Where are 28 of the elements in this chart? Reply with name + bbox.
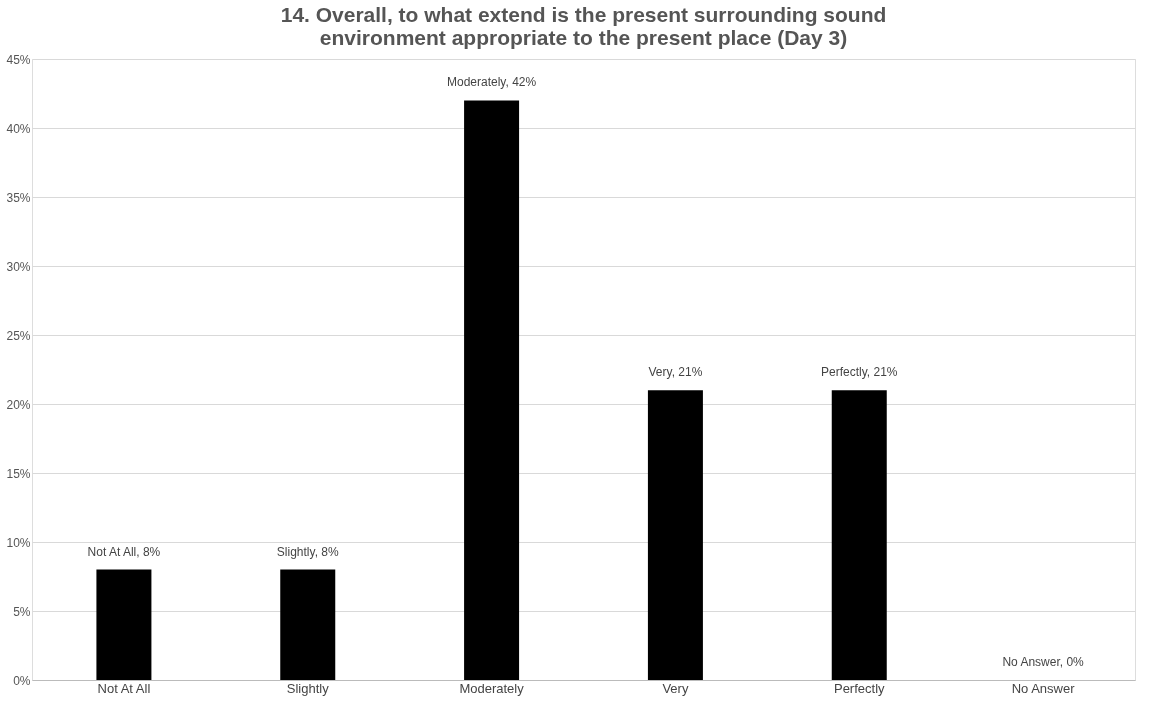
x-tick-label: Slightly	[286, 680, 330, 696]
data-label: Perfectly, 21%	[821, 365, 898, 380]
y-tick-label: 25%	[6, 328, 31, 343]
bar	[464, 100, 520, 680]
x-tick-label: Moderately	[459, 680, 525, 696]
x-tick-label: No Answer	[1011, 680, 1076, 696]
y-tick-label: 5%	[13, 604, 31, 619]
bar	[280, 569, 336, 680]
bar	[96, 569, 152, 680]
y-tick-label: 20%	[6, 397, 31, 412]
data-label: Not At All, 8%	[87, 544, 161, 559]
y-tick-label: 30%	[6, 259, 31, 274]
x-tick-label: Very	[662, 680, 689, 696]
y-tick-label: 0%	[13, 673, 31, 688]
bar	[647, 390, 703, 680]
y-tick-label: 40%	[6, 121, 31, 136]
y-tick-label: 10%	[6, 535, 31, 550]
x-tick-label: Perfectly	[833, 680, 886, 696]
data-label: Slightly, 8%	[276, 544, 339, 559]
y-tick-label: 35%	[6, 190, 31, 205]
x-tick-label: Not At All	[97, 680, 151, 696]
data-label: No Answer, 0%	[1002, 655, 1085, 669]
data-label: Very, 21%	[648, 365, 703, 380]
y-tick-label: 45%	[6, 52, 31, 67]
data-label: Moderately, 42%	[447, 75, 537, 90]
bar	[831, 390, 887, 680]
y-tick-label: 15%	[6, 466, 31, 481]
chart-title: 14. Overall, to what extend is the present surrounding sound environment appropriate to the present place (Day 3)	[280, 3, 887, 49]
